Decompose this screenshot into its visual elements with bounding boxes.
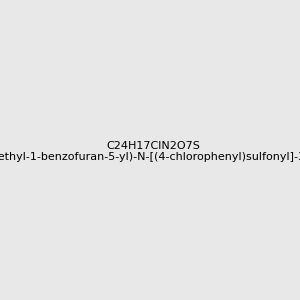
Text: C24H17ClN2O7S
N-(3-acetyl-2-methyl-1-benzofuran-5-yl)-N-[(4-chlorophenyl)sulfony: C24H17ClN2O7S N-(3-acetyl-2-methyl-1-ben…: [0, 141, 300, 162]
